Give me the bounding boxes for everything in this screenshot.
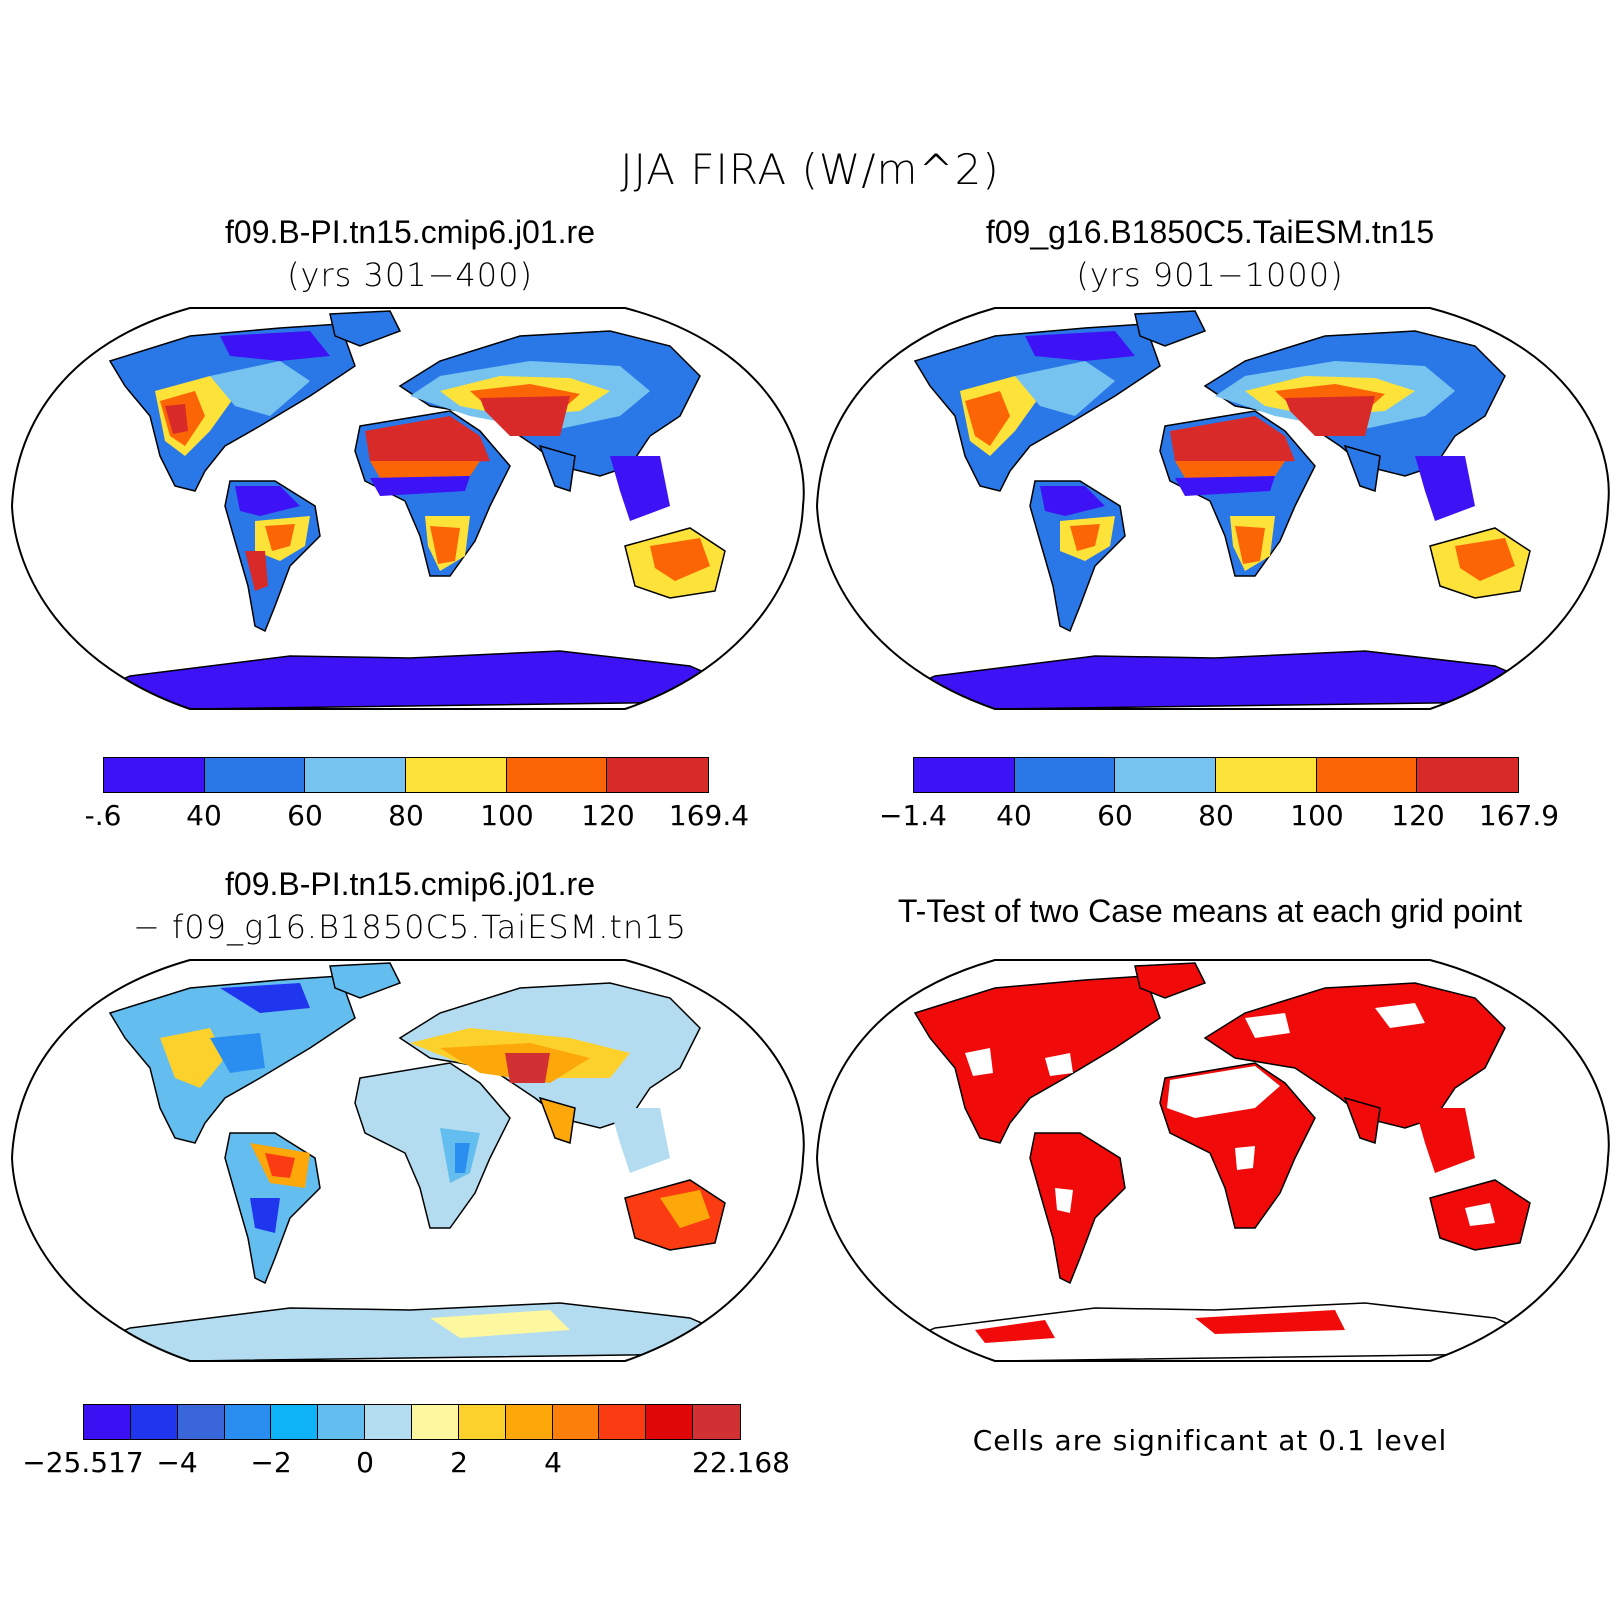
colorbar-swatch bbox=[305, 758, 407, 792]
colorbar-swatch bbox=[1316, 758, 1418, 792]
colorbar-swatch bbox=[318, 1405, 366, 1439]
colorbar-top-left bbox=[103, 757, 709, 793]
colorbar-swatch bbox=[693, 1405, 741, 1439]
colorbar-swatch bbox=[412, 1405, 459, 1439]
landmass-antarctica bbox=[854, 650, 1576, 709]
colorbar-tick-label: -.6 bbox=[84, 799, 122, 832]
colorbar-tick-label: 169.4 bbox=[668, 799, 750, 832]
colorbar-tick-label: −1.4 bbox=[879, 799, 947, 832]
map-top-right bbox=[815, 307, 1610, 710]
colorbar-swatch bbox=[130, 1405, 178, 1439]
landmass-north-america bbox=[108, 323, 356, 492]
colorbar-tick-label: 100 bbox=[480, 799, 534, 832]
colorbar-swatch bbox=[365, 1405, 413, 1439]
top-right-title: f09_g16.B1850C5.TaiESM.tn15 bbox=[985, 214, 1435, 250]
landmass-greenland bbox=[1134, 962, 1207, 999]
top-left-subtitle: (yrs 301−400) bbox=[287, 256, 533, 294]
colorbar-tick-label: −4 bbox=[156, 1446, 198, 1479]
bottom-left-title: f09.B-PI.tn15.cmip6.j01.re bbox=[225, 866, 595, 902]
colorbar-tick-label: 40 bbox=[996, 799, 1032, 832]
top-right-subtitle: (yrs 901−1000) bbox=[1076, 256, 1344, 294]
colorbar-tick-label: −2 bbox=[250, 1446, 292, 1479]
significance-note: Cells are significant at 0.1 level bbox=[972, 1424, 1448, 1457]
colorbar-swatch bbox=[271, 1405, 319, 1439]
colorbar-tick-label: 80 bbox=[388, 799, 424, 832]
top-left-title: f09.B-PI.tn15.cmip6.j01.re bbox=[225, 214, 595, 250]
colorbar-swatch bbox=[104, 758, 205, 792]
colorbar-tick-label: 60 bbox=[287, 799, 323, 832]
colorbar-swatch bbox=[552, 1405, 600, 1439]
colorbar-swatch bbox=[505, 1405, 553, 1439]
colorbar-swatch bbox=[607, 758, 709, 792]
colorbar-tick-label: 100 bbox=[1290, 799, 1344, 832]
landmass-greenland bbox=[329, 310, 402, 347]
colorbar-swatch bbox=[177, 1405, 225, 1439]
colorbar-bottom-left bbox=[83, 1404, 741, 1440]
colorbar-swatch bbox=[1216, 758, 1317, 792]
landmass-south-america bbox=[1029, 1132, 1126, 1285]
landmass-greenland bbox=[329, 962, 402, 999]
landmass-greenland bbox=[1134, 310, 1207, 347]
colorbar-swatch bbox=[646, 1405, 694, 1439]
colorbar-tick-label: 120 bbox=[1391, 799, 1445, 832]
colorbar-tick-label: 120 bbox=[581, 799, 635, 832]
colorbar-top-right bbox=[913, 757, 1519, 793]
bottom-left-subtitle: − f09_g16.B1850C5.TaiESM.tn15 bbox=[133, 908, 687, 946]
colorbar-swatch bbox=[1417, 758, 1519, 792]
map-bottom-left bbox=[10, 959, 805, 1362]
colorbar-tick-label: −25.517 bbox=[22, 1446, 144, 1479]
map-bottom-right bbox=[815, 959, 1610, 1362]
colorbar-swatch bbox=[506, 758, 608, 792]
colorbar-swatch bbox=[458, 1405, 506, 1439]
colorbar-tick-label: 80 bbox=[1198, 799, 1234, 832]
landmass-africa bbox=[354, 1062, 511, 1229]
landmass-north-america bbox=[913, 975, 1161, 1144]
colorbar-swatch bbox=[599, 1405, 647, 1439]
colorbar-swatch bbox=[1014, 758, 1116, 792]
colorbar-swatch bbox=[204, 758, 306, 792]
figure-title: JJA FIRA (W/m^2) bbox=[620, 145, 1000, 194]
map-top-left bbox=[10, 307, 805, 710]
landmass-north-america bbox=[913, 323, 1161, 492]
landmass-antarctica bbox=[49, 650, 771, 709]
colorbar-swatch bbox=[406, 758, 507, 792]
colorbar-tick-label: 4 bbox=[544, 1446, 562, 1479]
colorbar-swatch bbox=[224, 1405, 272, 1439]
colorbar-swatch bbox=[1115, 758, 1217, 792]
colorbar-swatch bbox=[914, 758, 1015, 792]
colorbar-tick-label: 40 bbox=[186, 799, 222, 832]
colorbar-tick-label: 2 bbox=[450, 1446, 468, 1479]
colorbar-tick-label: 167.9 bbox=[1478, 799, 1560, 832]
bottom-right-title: T-Test of two Case means at each grid po… bbox=[897, 893, 1523, 929]
colorbar-tick-label: 22.168 bbox=[692, 1446, 790, 1479]
colorbar-swatch bbox=[84, 1405, 131, 1439]
colorbar-tick-label: 0 bbox=[356, 1446, 374, 1479]
landmass-antarctica bbox=[49, 1302, 771, 1361]
colorbar-tick-label: 60 bbox=[1097, 799, 1133, 832]
